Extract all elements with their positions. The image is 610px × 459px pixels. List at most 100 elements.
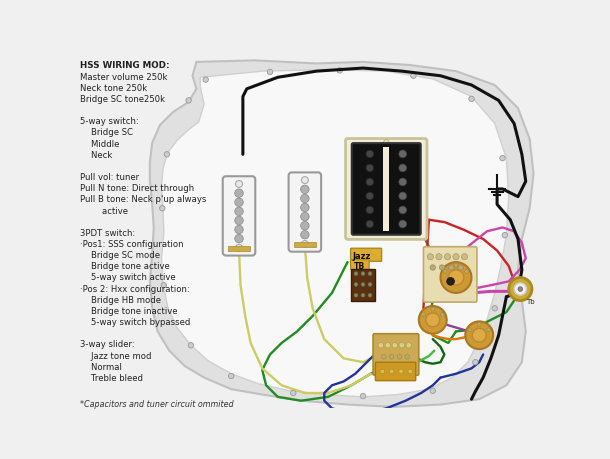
- Text: Pull N tone: Direct through: Pull N tone: Direct through: [80, 184, 194, 193]
- Circle shape: [301, 204, 309, 212]
- Text: Bridge SC mode: Bridge SC mode: [80, 251, 160, 260]
- Circle shape: [378, 343, 384, 348]
- FancyBboxPatch shape: [345, 139, 427, 240]
- Circle shape: [385, 343, 390, 348]
- Circle shape: [397, 355, 402, 359]
- Circle shape: [366, 151, 374, 158]
- Circle shape: [235, 217, 243, 225]
- Text: Neck: Neck: [80, 151, 112, 159]
- Text: TB: TB: [354, 261, 365, 270]
- Text: Bridge SC: Bridge SC: [80, 128, 133, 137]
- Circle shape: [468, 328, 472, 332]
- Text: Treble bleed: Treble bleed: [80, 373, 143, 382]
- Circle shape: [389, 355, 394, 359]
- Circle shape: [235, 245, 243, 252]
- Text: Pull vol: tuner: Pull vol: tuner: [80, 173, 139, 182]
- Circle shape: [430, 388, 436, 393]
- Circle shape: [160, 206, 165, 212]
- Circle shape: [487, 328, 490, 332]
- Text: Bridge SC tone250k: Bridge SC tone250k: [80, 95, 165, 104]
- Circle shape: [473, 360, 478, 365]
- Circle shape: [301, 177, 309, 184]
- Circle shape: [186, 99, 192, 104]
- Circle shape: [411, 74, 416, 79]
- Circle shape: [430, 265, 436, 271]
- Circle shape: [301, 222, 309, 230]
- Text: Bridge HB mode: Bridge HB mode: [80, 295, 161, 304]
- Circle shape: [380, 369, 385, 374]
- Circle shape: [301, 213, 309, 221]
- Circle shape: [458, 265, 464, 271]
- Polygon shape: [150, 61, 534, 407]
- Circle shape: [235, 190, 243, 198]
- Bar: [294, 242, 316, 247]
- FancyBboxPatch shape: [375, 363, 415, 381]
- Circle shape: [469, 97, 474, 102]
- Circle shape: [440, 263, 472, 293]
- Bar: [351, 269, 375, 302]
- Circle shape: [408, 369, 412, 374]
- Text: Normal: Normal: [80, 362, 122, 371]
- Circle shape: [188, 343, 193, 348]
- Text: Bridge tone active: Bridge tone active: [80, 262, 170, 271]
- Circle shape: [235, 207, 243, 216]
- Text: Jazz: Jazz: [353, 251, 371, 260]
- Text: 3PDT switch:: 3PDT switch:: [80, 228, 135, 237]
- FancyBboxPatch shape: [373, 334, 419, 375]
- Circle shape: [301, 195, 309, 203]
- Circle shape: [290, 391, 296, 396]
- Circle shape: [235, 235, 243, 243]
- Circle shape: [514, 283, 526, 296]
- Circle shape: [448, 270, 464, 285]
- Circle shape: [444, 254, 451, 260]
- Circle shape: [366, 165, 374, 173]
- FancyBboxPatch shape: [351, 249, 382, 262]
- Circle shape: [161, 283, 167, 288]
- Circle shape: [229, 374, 234, 379]
- Text: 5-way switch:: 5-way switch:: [80, 117, 138, 126]
- Circle shape: [235, 226, 243, 234]
- Circle shape: [465, 270, 468, 274]
- Circle shape: [399, 369, 403, 374]
- Circle shape: [399, 193, 407, 201]
- Circle shape: [426, 313, 440, 327]
- Bar: [383, 148, 389, 231]
- Circle shape: [399, 343, 404, 348]
- FancyBboxPatch shape: [289, 173, 321, 252]
- Text: active: active: [80, 206, 128, 215]
- Text: 3-way slider:: 3-way slider:: [80, 340, 135, 349]
- Circle shape: [361, 283, 365, 287]
- Circle shape: [382, 355, 386, 359]
- Text: *Capacitors and tuner circuit ommited: *Capacitors and tuner circuit ommited: [80, 399, 234, 408]
- Text: Neck tone 250k: Neck tone 250k: [80, 84, 148, 92]
- Circle shape: [368, 272, 372, 276]
- Circle shape: [399, 165, 407, 173]
- Circle shape: [447, 278, 454, 285]
- Circle shape: [203, 78, 209, 83]
- Text: Middle: Middle: [80, 139, 120, 148]
- Circle shape: [368, 294, 372, 297]
- Circle shape: [454, 263, 458, 268]
- Text: ·Pos1: SSS configuration: ·Pos1: SSS configuration: [80, 240, 184, 248]
- Circle shape: [366, 193, 374, 201]
- Circle shape: [502, 233, 508, 238]
- Text: Bridge tone inactive: Bridge tone inactive: [80, 306, 178, 315]
- Text: HSS WIRING MOD:: HSS WIRING MOD:: [80, 61, 170, 70]
- Circle shape: [267, 70, 273, 75]
- FancyBboxPatch shape: [351, 260, 369, 270]
- Text: 5-way switch active: 5-way switch active: [80, 273, 176, 282]
- Bar: [228, 246, 250, 252]
- Circle shape: [389, 369, 394, 374]
- Circle shape: [405, 355, 409, 359]
- Circle shape: [301, 231, 309, 240]
- Circle shape: [361, 393, 366, 399]
- Circle shape: [472, 329, 486, 342]
- Circle shape: [399, 151, 407, 158]
- Circle shape: [366, 179, 374, 186]
- Circle shape: [301, 241, 309, 248]
- Text: Master volume 250k: Master volume 250k: [80, 73, 168, 81]
- FancyBboxPatch shape: [223, 177, 255, 256]
- Circle shape: [440, 313, 444, 317]
- Circle shape: [366, 221, 374, 228]
- Circle shape: [448, 265, 454, 271]
